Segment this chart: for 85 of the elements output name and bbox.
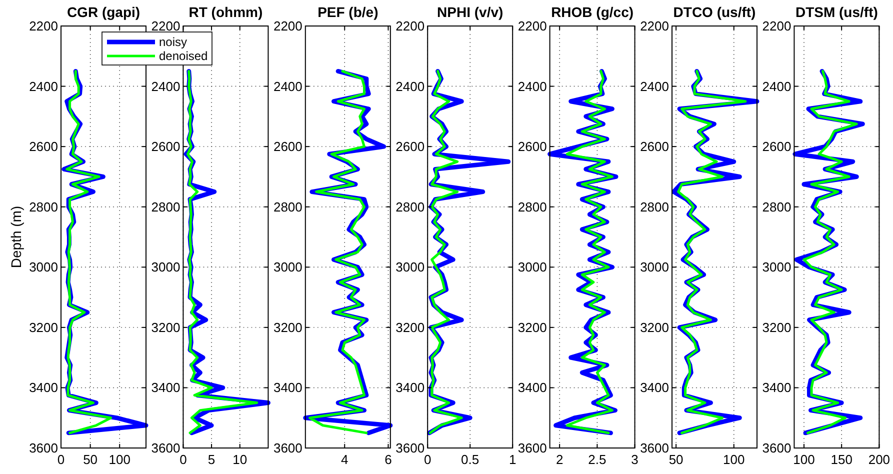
y-tick-label: 3400 bbox=[273, 380, 302, 396]
y-tick-label: 2400 bbox=[396, 78, 425, 94]
y-tick-label: 2800 bbox=[151, 199, 180, 214]
x-tick-label: 50 bbox=[83, 452, 98, 467]
y-tick-label: 3000 bbox=[151, 260, 180, 275]
y-tick-label: 2400 bbox=[762, 78, 792, 94]
legend-label: noisy bbox=[159, 35, 188, 49]
x-tick-label: 50 bbox=[668, 452, 684, 467]
y-tick-label: 2400 bbox=[151, 78, 180, 94]
y-tick-label: 2600 bbox=[29, 139, 58, 154]
y-tick-label: 3600 bbox=[518, 440, 547, 456]
x-tick-label: 0 bbox=[180, 452, 187, 467]
y-tick-label: 2200 bbox=[640, 18, 669, 34]
chart-title: DTCO (us/ft) bbox=[673, 4, 756, 20]
y-tick-label: 2400 bbox=[640, 78, 669, 94]
y-tick-label: 2200 bbox=[273, 18, 302, 34]
y-tick-label: 3000 bbox=[518, 260, 547, 275]
legend-label: denoised bbox=[159, 49, 208, 63]
x-tick-label: 150 bbox=[830, 452, 852, 467]
y-tick-label: 2600 bbox=[396, 139, 425, 154]
x-tick-label: 100 bbox=[793, 452, 815, 467]
y-tick-label: 2600 bbox=[762, 139, 792, 154]
x-tick-label: 2.5 bbox=[588, 452, 606, 467]
x-tick-label: 4 bbox=[341, 452, 348, 467]
y-tick-label: 3400 bbox=[396, 380, 425, 396]
x-tick-label: 100 bbox=[723, 452, 745, 467]
x-tick-label: 0 bbox=[424, 452, 432, 467]
chart-title: RT (ohmm) bbox=[188, 4, 263, 20]
x-tick-label: 0 bbox=[57, 452, 65, 467]
x-tick-label: 2 bbox=[556, 452, 564, 467]
chart-title: DTSM (us/ft) bbox=[795, 4, 878, 20]
y-tick-label: 2800 bbox=[396, 199, 425, 214]
y-tick-label: 2800 bbox=[640, 199, 669, 214]
y-tick-label: 3200 bbox=[29, 320, 58, 335]
y-tick-label: 3400 bbox=[151, 380, 180, 396]
y-tick-label: 3400 bbox=[518, 380, 547, 396]
y-tick-label: 2600 bbox=[151, 139, 180, 154]
x-tick-label: 10 bbox=[232, 452, 248, 467]
y-tick-label: 2600 bbox=[640, 139, 669, 154]
y-axis-title: Depth (m) bbox=[8, 206, 24, 268]
y-tick-label: 2200 bbox=[518, 18, 547, 34]
y-tick-label: 3200 bbox=[640, 320, 669, 335]
y-tick-label: 2400 bbox=[518, 78, 547, 94]
chart-title: NPHI (v/v) bbox=[437, 4, 504, 20]
chart-title: CGR (gapi) bbox=[66, 4, 140, 20]
y-tick-label: 2800 bbox=[29, 199, 58, 214]
x-tick-label: 3 bbox=[631, 452, 638, 467]
y-tick-label: 2200 bbox=[29, 18, 58, 34]
y-tick-label: 3600 bbox=[640, 440, 669, 456]
x-tick-label: 100 bbox=[108, 452, 130, 467]
y-tick-label: 3600 bbox=[273, 440, 302, 456]
y-tick-label: 2400 bbox=[29, 78, 58, 94]
x-tick-label: 200 bbox=[868, 452, 890, 467]
y-tick-label: 3000 bbox=[762, 260, 792, 275]
y-tick-label: 2800 bbox=[518, 199, 547, 214]
y-tick-label: 3400 bbox=[762, 380, 792, 396]
y-tick-label: 2800 bbox=[273, 199, 302, 214]
y-tick-label: 2200 bbox=[762, 18, 792, 34]
y-tick-label: 3600 bbox=[29, 440, 58, 456]
y-tick-label: 3200 bbox=[518, 320, 547, 335]
y-tick-label: 3400 bbox=[29, 380, 58, 396]
y-tick-label: 3000 bbox=[273, 260, 302, 275]
y-tick-label: 3200 bbox=[273, 320, 302, 335]
x-tick-label: 0.5 bbox=[461, 452, 480, 467]
y-tick-label: 2600 bbox=[273, 139, 302, 154]
x-tick-label: 1 bbox=[508, 452, 516, 467]
x-tick-label: 5 bbox=[208, 452, 216, 467]
y-tick-label: 3600 bbox=[762, 440, 792, 456]
y-tick-label: 3000 bbox=[640, 260, 669, 275]
y-tick-label: 3200 bbox=[762, 320, 792, 335]
y-tick-label: 3600 bbox=[151, 440, 180, 456]
y-tick-label: 2200 bbox=[396, 18, 425, 34]
x-tick-label: 6 bbox=[384, 452, 392, 467]
y-tick-label: 2200 bbox=[151, 18, 180, 34]
y-tick-label: 3000 bbox=[29, 260, 58, 275]
y-tick-label: 2600 bbox=[518, 139, 547, 154]
y-tick-label: 3200 bbox=[396, 320, 425, 335]
y-tick-label: 2400 bbox=[273, 78, 302, 94]
y-tick-label: 3000 bbox=[396, 260, 425, 275]
y-tick-label: 3400 bbox=[640, 380, 669, 396]
y-tick-label: 3200 bbox=[151, 320, 180, 335]
chart-title: PEF (b/e) bbox=[318, 4, 378, 20]
chart-title: RHOB (g/cc) bbox=[551, 4, 634, 20]
y-tick-label: 2800 bbox=[762, 199, 792, 214]
y-tick-label: 3600 bbox=[396, 440, 425, 456]
